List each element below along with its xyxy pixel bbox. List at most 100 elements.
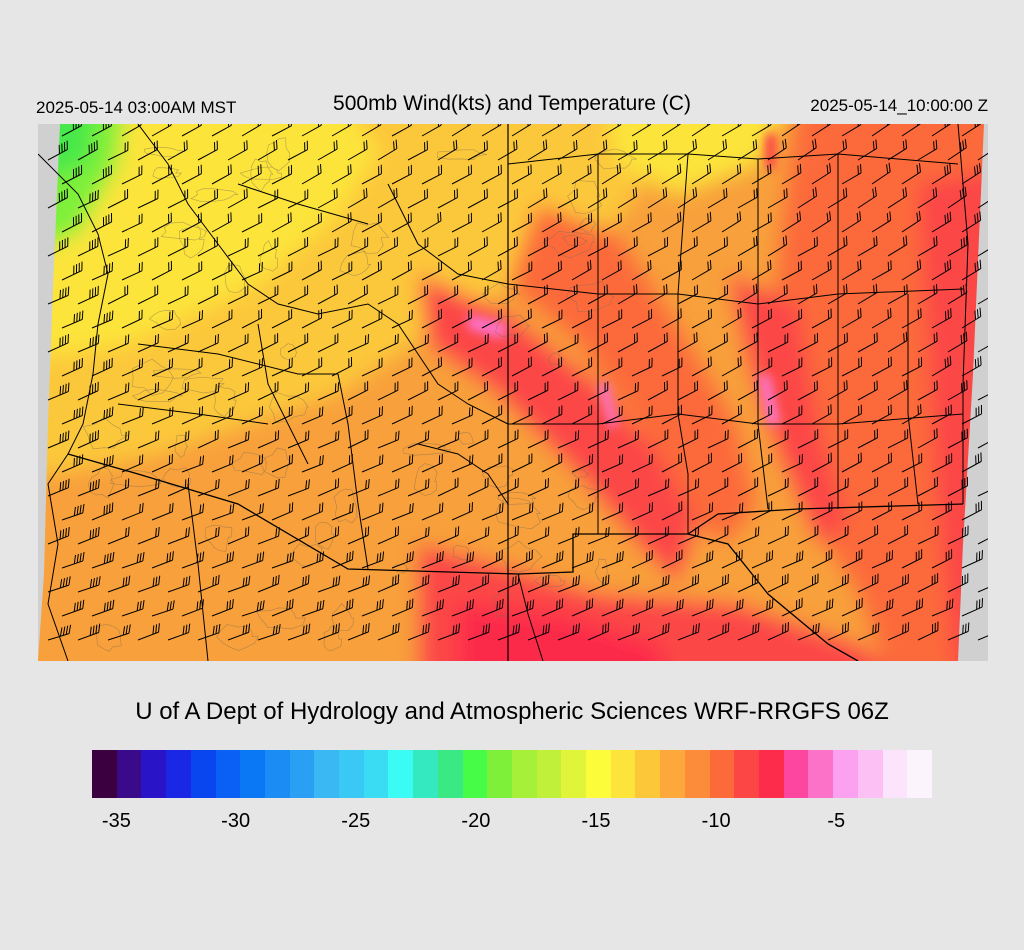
wind-barb	[587, 284, 608, 305]
wind-barb	[391, 212, 412, 233]
wind-barb	[707, 380, 728, 401]
wind-barb	[151, 164, 172, 185]
wind-barb	[811, 163, 832, 185]
wind-barb	[287, 189, 309, 209]
wind-barb	[827, 139, 848, 161]
wind-barb	[977, 486, 988, 497]
wind-barb	[571, 502, 594, 521]
wind-barb	[167, 381, 189, 401]
wind-barb	[661, 404, 683, 425]
wind-barb	[797, 380, 818, 401]
wind-barb	[77, 334, 100, 353]
wind-barb	[661, 452, 683, 473]
wind-barb	[347, 237, 369, 257]
wind-barb	[901, 404, 922, 425]
wind-barb	[737, 428, 758, 449]
wind-barb	[257, 624, 281, 641]
wind-barb	[767, 380, 788, 401]
wind-barb	[527, 284, 548, 305]
wind-barb	[751, 259, 772, 281]
wind-barb	[91, 406, 114, 425]
wind-barb	[587, 139, 608, 161]
wind-barb	[137, 478, 160, 497]
wind-barb	[871, 162, 891, 185]
wind-barb	[961, 404, 983, 425]
wind-barb	[557, 430, 580, 449]
wind-barb	[467, 477, 489, 497]
wind-barb	[797, 525, 819, 545]
wind-barb	[557, 333, 579, 353]
wind-barb	[947, 235, 968, 257]
wind-barb	[737, 188, 758, 209]
wind-barb	[197, 285, 219, 305]
wind-barb	[617, 283, 638, 305]
wind-barb	[437, 333, 459, 353]
wind-barb	[871, 124, 891, 137]
wind-barb	[421, 551, 444, 569]
wind-barb	[391, 551, 414, 569]
wind-barb	[271, 124, 292, 137]
valid-time-utc: 2025-05-14_10:00:00 Z	[810, 96, 988, 115]
wind-barb	[77, 623, 101, 641]
wind-barb	[497, 525, 519, 545]
wind-barb	[377, 574, 400, 593]
wind-barb	[227, 382, 250, 401]
wind-barb	[91, 357, 113, 377]
wind-barb	[541, 598, 564, 617]
wind-barb	[481, 598, 504, 617]
wind-barb	[841, 211, 862, 233]
wind-barb	[631, 212, 652, 233]
terrain-contour	[579, 217, 597, 233]
wind-barb	[271, 164, 293, 185]
wind-barb	[617, 574, 640, 593]
colorbar-swatch	[190, 750, 216, 798]
wind-barb	[167, 237, 189, 257]
wind-barb	[677, 623, 700, 641]
wind-barb	[227, 479, 250, 497]
terrain-contour	[333, 488, 358, 524]
wind-barb	[631, 549, 653, 569]
wind-barb	[677, 236, 698, 257]
wind-barb	[571, 164, 592, 185]
wind-barb	[421, 599, 444, 617]
colorbar-swatch	[709, 750, 735, 798]
wind-barb	[571, 259, 592, 281]
colorbar-swatch	[462, 750, 488, 798]
wind-barb	[331, 357, 353, 377]
wind-barb	[197, 574, 220, 593]
wind-barb	[827, 429, 849, 449]
wind-barb	[271, 357, 293, 377]
terrain-contour	[162, 467, 191, 488]
wind-barb	[647, 284, 668, 305]
colorbar-swatch	[264, 750, 290, 798]
wind-barb	[497, 477, 519, 497]
wind-barb	[61, 261, 83, 281]
wind-barb	[361, 260, 382, 281]
wind-barb	[167, 189, 189, 209]
wind-barb	[931, 500, 953, 521]
wind-barb	[691, 163, 712, 185]
wind-barb	[437, 575, 460, 593]
wind-barb	[827, 525, 849, 545]
wind-barb	[721, 124, 742, 137]
colorbar-swatch	[882, 750, 908, 798]
wind-barb	[707, 429, 729, 449]
wind-barb	[241, 124, 262, 137]
wind-barb	[317, 382, 340, 401]
wind-barb	[437, 526, 460, 545]
wind-barb	[271, 212, 292, 233]
terrain-contour	[152, 167, 183, 179]
wind-barb	[601, 309, 623, 329]
wind-barb	[227, 430, 250, 449]
wind-barb	[227, 575, 251, 593]
wind-barb	[841, 597, 863, 617]
wind-barb	[421, 308, 443, 329]
wind-barb	[91, 262, 114, 281]
wind-barb	[227, 140, 248, 161]
wind-barb	[287, 574, 310, 593]
wind-barb	[347, 622, 370, 641]
wind-barb	[707, 236, 728, 257]
wind-barb	[587, 381, 609, 401]
colorbar-swatch	[240, 750, 265, 798]
wind-barb	[167, 527, 190, 545]
